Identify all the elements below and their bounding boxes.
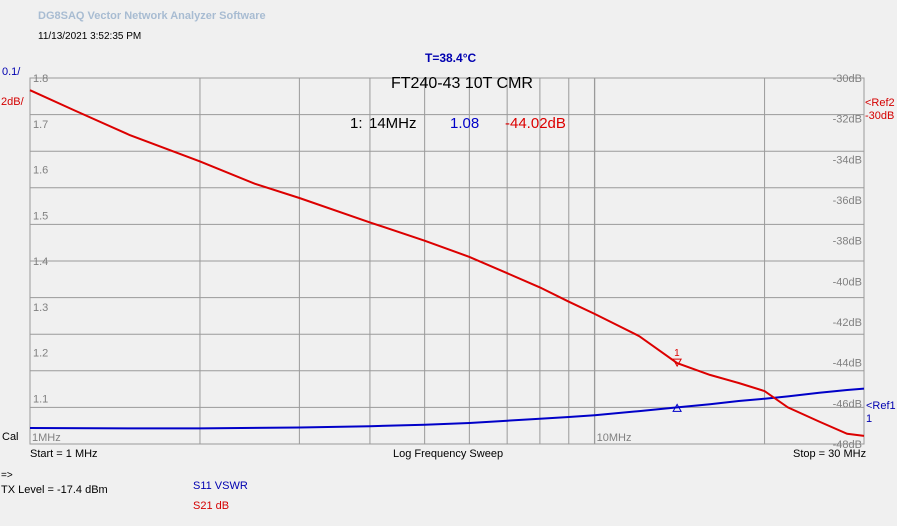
start-frequency: Start = 1 MHz <box>30 448 98 460</box>
chart-title: FT240-43 10T CMR <box>391 75 533 92</box>
ref2-label: <Ref2 -30dB <box>865 97 895 123</box>
marker-label: 1 <box>674 348 680 359</box>
left-tick-label: 1.8 <box>33 73 48 85</box>
timestamp: 11/13/2021 3:52:35 PM <box>38 31 142 42</box>
marker-readout-s21: -44.02dB <box>505 115 566 132</box>
left-tick-label: 1.7 <box>33 119 48 131</box>
ref1-label: <Ref1 1 <box>866 400 896 426</box>
left-tick-label: 1.3 <box>33 302 48 314</box>
right-tick-label: -48dB <box>833 439 862 451</box>
ref2-name: <Ref2 <box>865 97 895 109</box>
right-tick-label: -30dB <box>833 73 862 85</box>
app-title: DG8SAQ Vector Network Analyzer Software <box>38 10 266 22</box>
legend-s11[interactable]: S11 VSWR <box>193 480 248 492</box>
right-tick-label: -42dB <box>833 317 862 329</box>
s11-vswr-trace <box>29 387 865 430</box>
left-ref-label: 2dB/ <box>1 96 24 108</box>
tx-arrow: => <box>1 470 13 481</box>
marker-s21-triangle <box>672 358 682 368</box>
right-tick-label: -40dB <box>833 276 862 288</box>
ref1-name: <Ref1 <box>866 400 896 412</box>
right-tick-label: -32dB <box>833 114 862 126</box>
marker-readout-freq: 14MHz <box>369 115 417 132</box>
right-tick-label: -46dB <box>833 398 862 410</box>
left-tick-label: 1.2 <box>33 348 48 360</box>
right-tick-label: -36dB <box>833 195 862 207</box>
right-tick-label: -34dB <box>833 154 862 166</box>
x-tick-label: 10MHz <box>597 432 632 444</box>
sweep-type: Log Frequency Sweep <box>393 448 504 460</box>
tx-level: TX Level = -17.4 dBm <box>1 484 108 496</box>
ref2-value: -30dB <box>865 110 895 122</box>
x-tick-label: 1MHz <box>32 432 61 444</box>
cal-label: Cal <box>2 431 19 443</box>
left-tick-label: 1.5 <box>33 210 48 222</box>
marker-s11-triangle <box>672 403 682 412</box>
ref1-value: 1 <box>866 413 873 425</box>
marker-readout-vswr: 1.08 <box>450 115 479 132</box>
temperature-readout: T=38.4°C <box>425 51 477 65</box>
left-tick-label: 1.6 <box>33 165 48 177</box>
right-tick-label: -44dB <box>833 358 862 370</box>
marker-readout-label: 1: <box>350 115 363 132</box>
left-tick-label: 1.1 <box>33 393 48 405</box>
stop-frequency: Stop = 30 MHz <box>793 448 867 460</box>
legend-s21[interactable]: S21 dB <box>193 500 230 512</box>
left-tick-label: 1.4 <box>33 256 48 268</box>
right-tick-label: -38dB <box>833 236 862 248</box>
left-scale-label: 0.1/ <box>2 66 21 78</box>
s21-db-trace <box>29 89 865 437</box>
